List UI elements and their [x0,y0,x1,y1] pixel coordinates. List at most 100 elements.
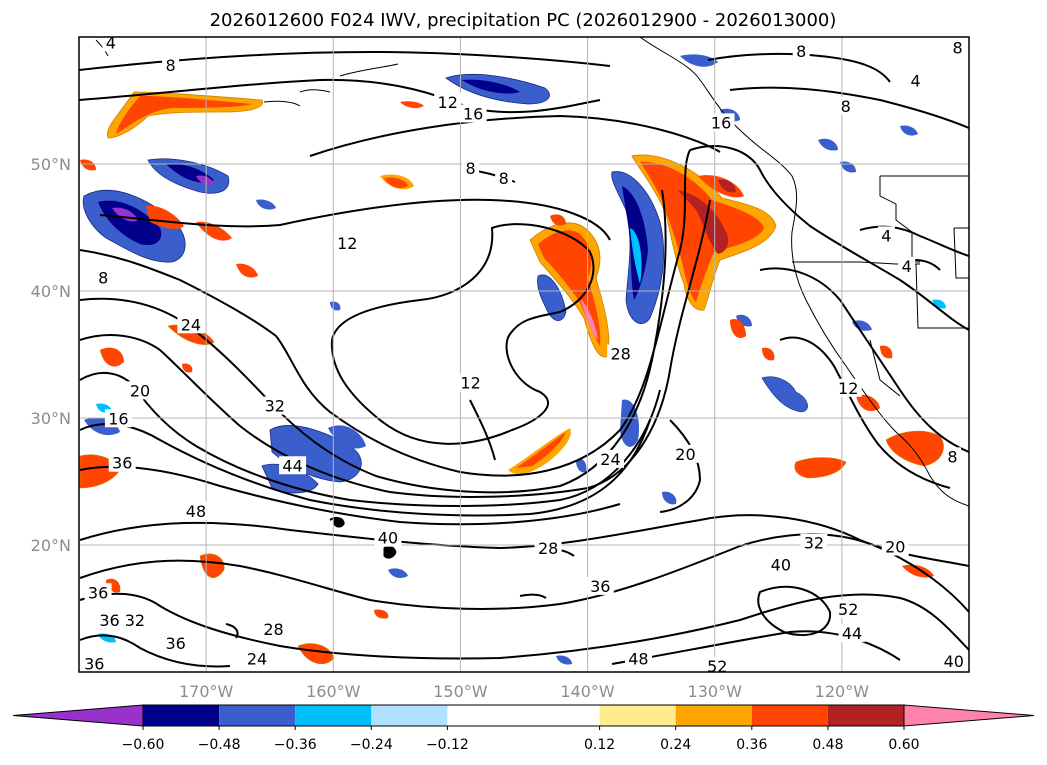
contour-label: 16 [108,409,128,428]
contour-label: 28 [263,620,283,639]
colorbar-segment [599,705,676,726]
lon-tick-label: 150°W [433,682,488,701]
negative-shading-west [82,54,718,263]
colorbar-segment [143,705,220,726]
contour-label-bg [877,226,895,245]
latitude-tick-labels: 20°N 30°N 40°N 50°N [31,155,71,555]
contour-label-bg [243,649,271,668]
contour-label-bg [624,649,652,668]
contour-label: 12 [460,374,480,393]
contour-label-bg [586,576,614,595]
contour-label-bg [607,344,635,363]
contour-label-bg [792,42,810,61]
contour-label: 36 [112,454,132,473]
contour-label-bg [162,634,190,653]
contour-label-bg [940,651,968,670]
colorbar-segment [447,705,600,726]
contour-label-bg [126,381,154,400]
contour-label-bg [279,456,307,475]
contour-label-bg [459,104,487,123]
contour-label: 4 [911,71,921,90]
contour-label-bg [834,378,862,397]
contour-label: 36 [590,577,610,596]
contour-label-bg [108,453,136,472]
lon-tick-label: 160°W [306,682,361,701]
lat-tick-label: 30°N [31,409,71,428]
contour-label-bg [907,71,925,90]
contour-label: 28 [610,345,630,364]
contour-label-bg [707,113,735,132]
colorbar: −0.60 −0.48 −0.36 −0.24 −0.12 0.12 0.24 0.36 0.4… [12,704,1035,753]
map-frame [78,36,970,673]
contour-label: 12 [337,234,357,253]
contour-label-bg [260,620,288,639]
contour-label: 20 [675,445,695,464]
lat-tick-label: 50°N [31,155,71,174]
lon-tick-label: 120°W [815,682,870,701]
contour-label: 48 [186,502,206,521]
contour-label-bg [837,96,855,115]
contour-label: 36 [84,654,104,673]
colorbar-tick-label: 0.12 [584,737,615,753]
contour-label-bg [703,656,731,672]
contour-label: 44 [842,624,862,643]
lat-tick-label: 40°N [31,282,71,301]
contour-label-bg [800,533,828,552]
contour-label-bg [881,537,909,556]
contour-label: 32 [125,611,145,630]
lon-tick-label: 130°W [688,682,743,701]
contour-label-bg [767,555,795,574]
contour-label-bg [177,315,205,334]
contour-label: 8 [947,447,957,466]
colorbar-tick-label: −0.12 [426,737,469,753]
colorbar-extend-low [12,704,144,727]
contour-label-bg [943,447,961,466]
contour-label: 40 [378,529,398,548]
contour-label-bg [374,528,402,547]
contour-label-bg [434,93,462,112]
colorbar-outline [142,704,905,727]
contour-label-bg [462,159,480,178]
colorbar-tick-label: 0.24 [660,737,691,753]
contour-label-bg [96,611,124,630]
contour-label-bg [495,169,513,188]
colorbar-segment [295,705,372,726]
contour-label: 12 [438,93,458,112]
contour-label-bg [898,256,916,275]
colorbar-segment [675,705,752,726]
contour-label: 32 [265,397,285,416]
colorbar-segment [751,705,828,726]
lat-tick-label: 20°N [31,536,71,555]
contour-label-bg [333,234,361,253]
chart-title: 2026012600 F024 IWV, precipitation PC (2… [210,10,837,31]
colorbar-tick-label: −0.60 [122,737,165,753]
contour-label: 8 [98,268,108,287]
lon-tick-label: 140°W [560,682,615,701]
contour-label: 36 [88,583,108,602]
contour-label: 4 [902,257,912,276]
colorbar-tick-label: 0.60 [888,737,919,753]
contour-label-bg [834,599,862,618]
colorbar-tick-label: −0.48 [198,737,241,753]
contour-label: 44 [282,456,302,475]
colorbar-extend-high [903,704,1035,727]
contour-label: 20 [130,381,150,400]
contour-label-bg [457,373,485,392]
contour-label-bg [84,583,112,602]
contour-label: 16 [463,104,483,123]
colorbar-segment [219,705,296,726]
contour-label: 32 [804,534,824,553]
contour-label: 28 [538,539,558,558]
contour-label: 8 [796,42,806,61]
contour-label: 40 [771,555,791,574]
colorbar-segment [827,705,904,726]
contour-label: 48 [628,649,648,668]
colorbar-tick-label: 0.48 [812,737,843,753]
contour-label: 8 [466,159,476,178]
colorbar-tick-label: 0.36 [736,737,767,753]
lon-tick-label: 170°W [179,682,234,701]
contour-label: 36 [99,611,119,630]
